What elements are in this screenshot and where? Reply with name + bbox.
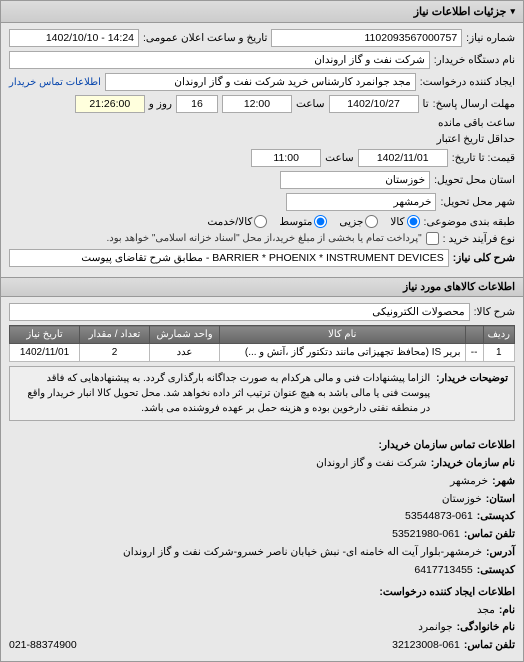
remain-label: ساعت باقی مانده xyxy=(438,117,515,129)
goods-table: ردیف نام کالا واحد شمارش تعداد / مقدار ت… xyxy=(9,325,515,362)
col-blank xyxy=(465,326,483,344)
tel-value: 53521980-061 xyxy=(392,526,460,544)
remain-time: 21:26:00 xyxy=(75,95,145,113)
cat-label: شرح کالا: xyxy=(474,306,515,318)
device-label: نام دستگاه خریدار: xyxy=(434,54,515,66)
tel2-label: تلفن تماس: xyxy=(464,637,515,655)
city-label: شهر: xyxy=(492,473,515,491)
post2-value: 6417713455 xyxy=(414,562,472,580)
valid-time: 11:00 xyxy=(251,149,321,167)
delivery-state-label: استان محل تحویل: xyxy=(434,174,515,186)
buyer-note-label: توضیحات خریدار: xyxy=(436,371,508,416)
cell-qty: 2 xyxy=(80,344,150,362)
opt-partial[interactable]: جزیی xyxy=(339,215,378,228)
hour-label-1: ساعت xyxy=(296,98,325,110)
opt-all[interactable]: کالا xyxy=(390,215,419,228)
table-row[interactable]: 1 -- بریر IS (محافظ تجهیزاتی مانند دتکتو… xyxy=(10,344,515,362)
contact-section: اطلاعات تماس سازمان خریدار: نام سازمان خ… xyxy=(1,427,523,661)
goods-header: اطلاعات کالاهای مورد نیاز xyxy=(1,277,523,297)
opt-service[interactable]: کالا/خدمت xyxy=(207,215,267,228)
state-label: استان: xyxy=(486,491,515,509)
state-value: خوزستان xyxy=(442,491,482,509)
fam-value: جوانمرد xyxy=(418,619,452,637)
delivery-city: خرمشهر xyxy=(286,193,436,211)
cell-blank: -- xyxy=(465,344,483,362)
post-value: 53544873-061 xyxy=(405,508,473,526)
cell-name: بریر IS (محافظ تجهیزاتی مانند دتکتور گاز… xyxy=(220,344,466,362)
addr-value: خرمشهر-بلوار آیت اله خامنه ای- نبش خیابا… xyxy=(123,544,482,562)
contact-hdr2: اطلاعات ایجاد کننده درخواست: xyxy=(9,584,515,602)
col-qty: تعداد / مقدار xyxy=(80,326,150,344)
buyer-note-box: توضیحات خریدار: الزاما پیشنهادات فنی و م… xyxy=(9,366,515,421)
contact-hdr1: اطلاعات تماس سازمان خریدار: xyxy=(9,437,515,455)
cat-value: محصولات الکترونیکی xyxy=(9,303,470,321)
delivery-city-label: شهر محل تحویل: xyxy=(440,196,515,208)
days-value: 16 xyxy=(176,95,218,113)
org-label: نام سازمان خریدار: xyxy=(431,455,515,473)
org-value: شرکت نفت و گاز اروندان xyxy=(316,455,427,473)
col-name: نام کالا xyxy=(220,326,466,344)
delivery-state: خوزستان xyxy=(280,171,430,189)
panel-title: جزئیات اطلاعات نیاز xyxy=(414,5,507,18)
fam-label: نام خانوادگی: xyxy=(457,619,515,637)
name-value: مجد xyxy=(477,602,495,620)
name-label: نام: xyxy=(499,602,515,620)
table-header-row: ردیف نام کالا واحد شمارش تعداد / مقدار ت… xyxy=(10,326,515,344)
contact-link[interactable]: اطلاعات تماس خریدار xyxy=(9,77,101,88)
valid-to-label: قیمت: تا تاریخ: xyxy=(452,152,515,164)
buyer-note-text: الزاما پیشنهادات فنی و مالی هرکدام به صو… xyxy=(16,371,430,416)
post2-label: کدپستی: xyxy=(477,562,515,580)
hour-label-2: ساعت xyxy=(325,152,354,164)
budget-label: طبقه بندی موضوعی: xyxy=(424,216,515,228)
req-no-label: شماره نیاز: xyxy=(466,32,515,44)
details-panel: ▾ جزئیات اطلاعات نیاز شماره نیاز: 110209… xyxy=(0,0,524,662)
cell-unit: عدد xyxy=(150,344,220,362)
col-n: ردیف xyxy=(483,326,514,344)
days-label: روز و xyxy=(149,98,172,110)
proc-note: "پرداخت تمام یا بخشی از مبلغ خرید،از محل… xyxy=(107,233,422,244)
col-unit: واحد شمارش xyxy=(150,326,220,344)
creator-label: ایجاد کننده درخواست: xyxy=(420,76,515,88)
goods-section: شرح کالا: محصولات الکترونیکی ردیف نام کا… xyxy=(1,297,523,427)
key-label: شرح کلی نیاز: xyxy=(453,252,515,264)
tel3-value: 021-88374900 xyxy=(9,637,77,655)
valid-date: 1402/11/01 xyxy=(358,149,448,167)
city-value: خرمشهر xyxy=(450,473,488,491)
deadline-label: مهلت ارسال پاسخ: xyxy=(433,98,515,110)
valid-label: حداقل تاریخ اعتبار xyxy=(437,133,515,145)
form-section: شماره نیاز: 1102093567000757 تاریخ و ساع… xyxy=(1,23,523,277)
panel-header[interactable]: ▾ جزئیات اطلاعات نیاز xyxy=(1,1,523,23)
pub-date-value: 14:24 - 1402/10/10 xyxy=(9,29,139,47)
cell-n: 1 xyxy=(483,344,514,362)
device-value: شرکت نفت و گاز اروندان xyxy=(9,51,430,69)
tel-label: تلفن تماس: xyxy=(464,526,515,544)
req-no-value: 1102093567000757 xyxy=(271,29,462,47)
collapse-icon: ▾ xyxy=(510,6,515,17)
deadline-time: 12:00 xyxy=(222,95,292,113)
proc-checkbox[interactable] xyxy=(426,232,439,245)
addr-label: آدرس: xyxy=(486,544,515,562)
col-date: تاریخ نیاز xyxy=(10,326,80,344)
cell-date: 1402/11/01 xyxy=(10,344,80,362)
key-value: BARRIER * PHOENIX * INSTRUMENT DEVICES -… xyxy=(9,249,449,267)
pub-date-label: تاریخ و ساعت اعلان عمومی: xyxy=(143,32,267,44)
proc-label: نوع فرآیند خرید : xyxy=(443,233,515,245)
deadline-date: 1402/10/27 xyxy=(329,95,419,113)
post-label: کدپستی: xyxy=(477,508,515,526)
until-label: تا xyxy=(423,98,429,110)
opt-med[interactable]: متوسط xyxy=(279,215,327,228)
creator-value: مجد جوانمرد کارشناس خرید شرکت نفت و گاز … xyxy=(105,73,416,91)
tel2-value: 32123008-061 xyxy=(392,637,460,655)
